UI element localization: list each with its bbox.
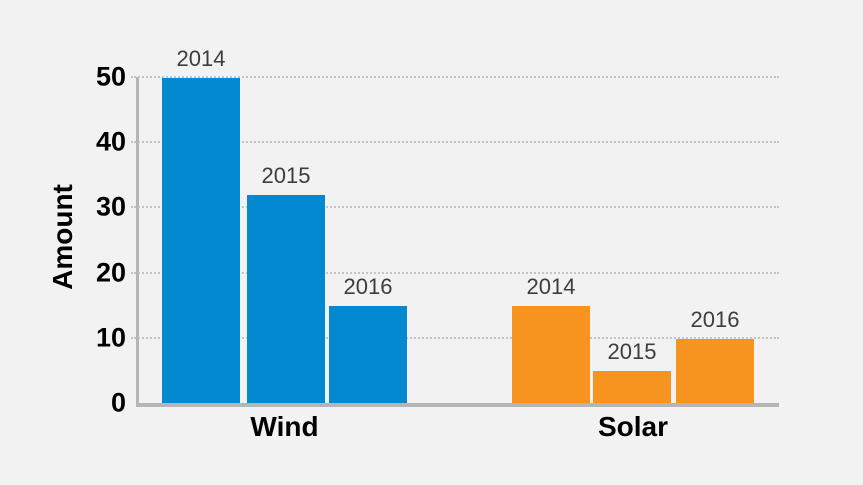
y-axis-line [136,77,139,407]
bar-label-solar-2016: 2016 [690,306,740,332]
bar-wind-2014 [162,78,240,404]
category-label-wind: Wind [250,411,319,442]
y-tick-label-20: 20 [95,256,126,287]
gridline-y-50 [131,76,779,78]
bar-wind-2016 [329,306,407,404]
bar-wind-2015 [247,195,325,404]
bar-solar-2016 [676,338,754,404]
y-tick-label-10: 10 [95,322,126,353]
gridline-y-10 [131,336,779,339]
x-axis-line [136,403,779,407]
bar-label-wind-2014: 2014 [176,46,226,71]
bar-label-wind-2016: 2016 [343,274,393,300]
category-label-solar: Solar [597,411,669,442]
gridline-y-30 [131,206,779,209]
gridline-y-40 [131,141,779,144]
bar-solar-2015 [593,371,671,404]
y-tick-label-30: 30 [95,191,126,222]
bar-label-solar-2015: 2015 [607,339,657,365]
plot-area: 2014 2015 2016 2014 2015 2016 [131,46,779,404]
bar-label-solar-2014: 2014 [526,274,576,300]
gridline-y-20 [131,271,779,274]
y-tick-label-40: 40 [95,126,126,157]
bar-solar-2014 [512,306,590,404]
y-tick-label-50: 50 [95,61,126,92]
bar-label-wind-2015: 2015 [261,163,311,189]
y-tick-label-0: 0 [110,387,126,418]
